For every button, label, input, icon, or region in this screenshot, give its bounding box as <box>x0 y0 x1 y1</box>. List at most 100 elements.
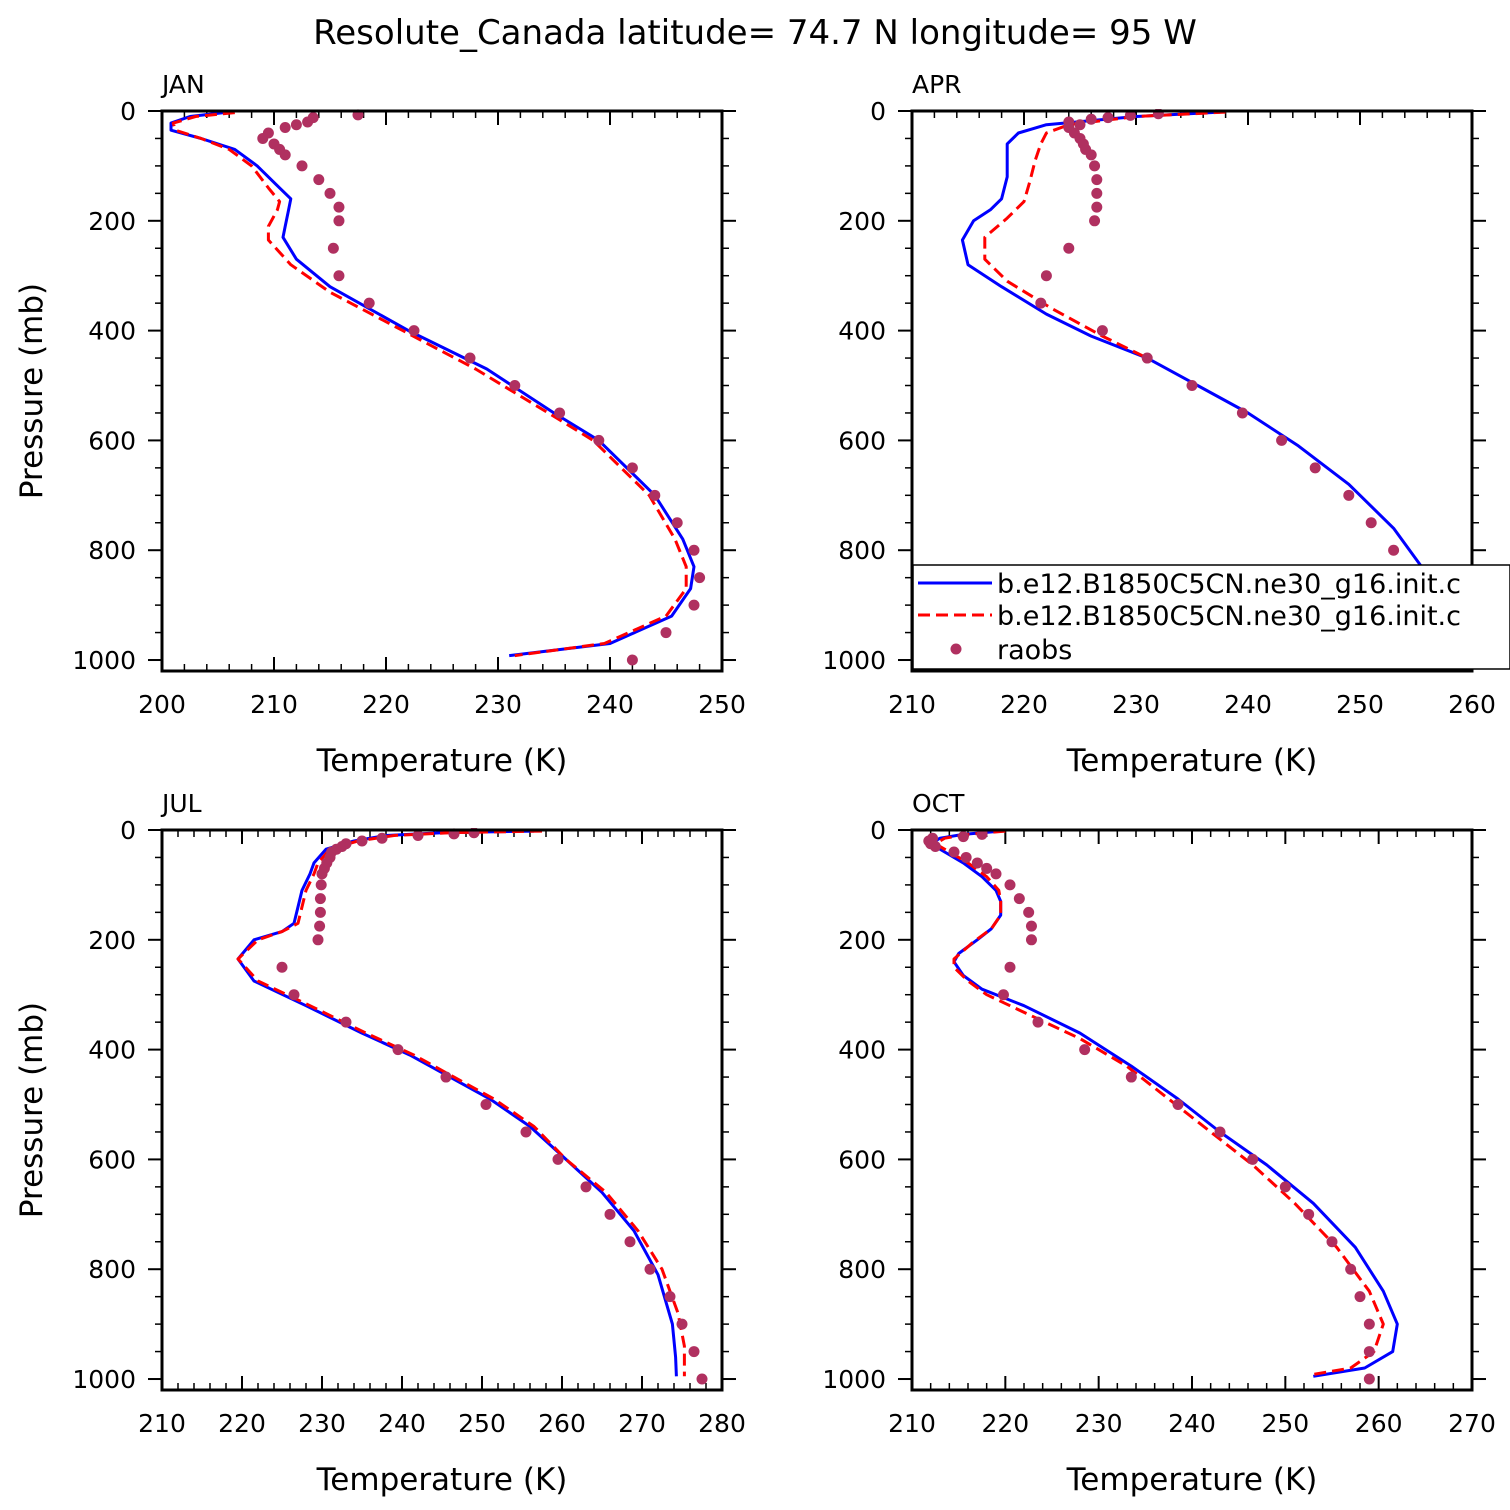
raobs-point <box>1074 119 1086 131</box>
raobs-point <box>333 201 345 213</box>
raobs-point <box>340 1016 352 1028</box>
x-tick-label: 240 <box>378 1409 426 1438</box>
y-tick-label: 800 <box>838 536 886 565</box>
x-tick-label: 270 <box>618 1409 666 1438</box>
raobs-point <box>1172 1099 1184 1111</box>
raobs-point <box>624 1236 636 1248</box>
raobs-point <box>1004 879 1016 891</box>
raobs-point <box>1345 1263 1357 1275</box>
raobs-point <box>671 517 683 529</box>
panel-apr: 210 220 230 240 250 260 0 200 400 600 800 1000 APR Te… <box>822 70 1495 779</box>
y-tick-label: 400 <box>88 1036 136 1065</box>
x-tick-label: 220 <box>1000 690 1048 719</box>
raobs-point <box>644 1263 656 1275</box>
model2-line <box>171 111 688 658</box>
raobs-point <box>1343 489 1355 501</box>
x-tick-label: 200 <box>138 690 186 719</box>
x-tick-label: 210 <box>250 690 298 719</box>
raobs-point <box>1063 242 1075 254</box>
x-tick-label: 240 <box>1168 1409 1216 1438</box>
x-tick-label: 280 <box>698 1409 746 1438</box>
model1-line <box>960 110 1429 664</box>
x-tick-label: 230 <box>1075 1409 1123 1438</box>
raobs-point <box>296 160 308 172</box>
legend-raobs-marker <box>950 643 962 655</box>
panel-label: OCT <box>912 789 965 818</box>
raobs-point <box>1354 1291 1366 1303</box>
raobs-point <box>464 352 476 364</box>
raobs-point <box>1363 1373 1375 1385</box>
raobs-point <box>1102 112 1114 124</box>
plot-area <box>236 828 708 1385</box>
raobs-point <box>376 832 388 844</box>
raobs-point <box>412 829 424 841</box>
raobs-point <box>1279 1181 1291 1193</box>
raobs-point <box>981 862 993 874</box>
y-axis-label: Pressure (mb) <box>14 283 50 499</box>
x-tick-label: 260 <box>1355 1409 1403 1438</box>
x-tick-label: 210 <box>888 1409 936 1438</box>
plot-frame <box>910 828 1474 1392</box>
legend-label: raobs <box>997 635 1072 666</box>
raobs-point <box>554 407 566 419</box>
raobs-point <box>520 1126 532 1138</box>
y-tick-label: 600 <box>838 1145 886 1174</box>
raobs-point <box>1091 201 1103 213</box>
raobs-point <box>971 857 983 869</box>
y-tick-label: 1000 <box>822 1365 886 1394</box>
x-tick-label: 250 <box>458 1409 506 1438</box>
model2-line <box>933 829 1385 1377</box>
x-tick-label: 210 <box>888 690 936 719</box>
x-tick-label: 230 <box>298 1409 346 1438</box>
x-axis-label: Temperature (K) <box>1066 743 1318 779</box>
raobs-point <box>356 835 368 847</box>
figure-title: Resolute_Canada latitude= 74.7 N longitu… <box>313 13 1197 53</box>
x-tick-label: 250 <box>698 690 746 719</box>
raobs-point <box>1096 325 1108 337</box>
raobs-point <box>314 893 326 905</box>
raobs-point <box>288 989 300 1001</box>
raobs-point <box>676 1318 688 1330</box>
model2-line <box>236 829 686 1377</box>
raobs-point <box>327 242 339 254</box>
raobs-point <box>1363 1318 1375 1330</box>
raobs-point <box>664 1291 676 1303</box>
panel-label: JAN <box>160 70 205 99</box>
y-tick-label: 600 <box>88 1145 136 1174</box>
model1-line <box>169 111 696 658</box>
x-tick-label: 250 <box>1336 690 1384 719</box>
raobs-point <box>302 116 314 128</box>
raobs-point <box>649 489 661 501</box>
raobs-point <box>1025 920 1037 932</box>
raobs-point <box>1214 1126 1226 1138</box>
raobs-point <box>990 868 1002 880</box>
raobs-point <box>1363 1346 1375 1358</box>
raobs-point <box>580 1181 592 1193</box>
plot-area <box>169 109 706 666</box>
x-axis-label: Temperature (K) <box>316 743 568 779</box>
raobs-point <box>392 1044 404 1056</box>
x-tick-label: 260 <box>538 1409 586 1438</box>
panel-jan: 200 210 220 230 240 250 0 200 400 600 800 1000 JAN Te… <box>14 70 746 779</box>
model1-line <box>236 829 678 1377</box>
y-tick-label: 200 <box>838 926 886 955</box>
raobs-point <box>333 215 345 227</box>
raobs-point <box>1236 407 1248 419</box>
raobs-point <box>694 572 706 584</box>
y-tick-label: 600 <box>838 426 886 455</box>
raobs-point <box>960 851 972 863</box>
raobs-point <box>1276 434 1288 446</box>
raobs-point <box>1141 352 1153 364</box>
panel-oct: 210 220 230 240 250 260 270 0 200 400 600 800 1000 OC… <box>822 789 1495 1498</box>
raobs-point <box>1091 187 1103 199</box>
x-tick-label: 210 <box>138 1409 186 1438</box>
raobs-point <box>626 462 638 474</box>
raobs-point <box>316 868 328 880</box>
raobs-point <box>1089 215 1101 227</box>
raobs-point <box>1125 1071 1137 1083</box>
legend: b.e12.B1850C5CN.ne30_g16.init.cb.e12.B18… <box>912 564 1510 670</box>
raobs-point <box>1040 270 1052 282</box>
raobs-point <box>997 989 1009 1001</box>
raobs-point <box>604 1208 616 1220</box>
